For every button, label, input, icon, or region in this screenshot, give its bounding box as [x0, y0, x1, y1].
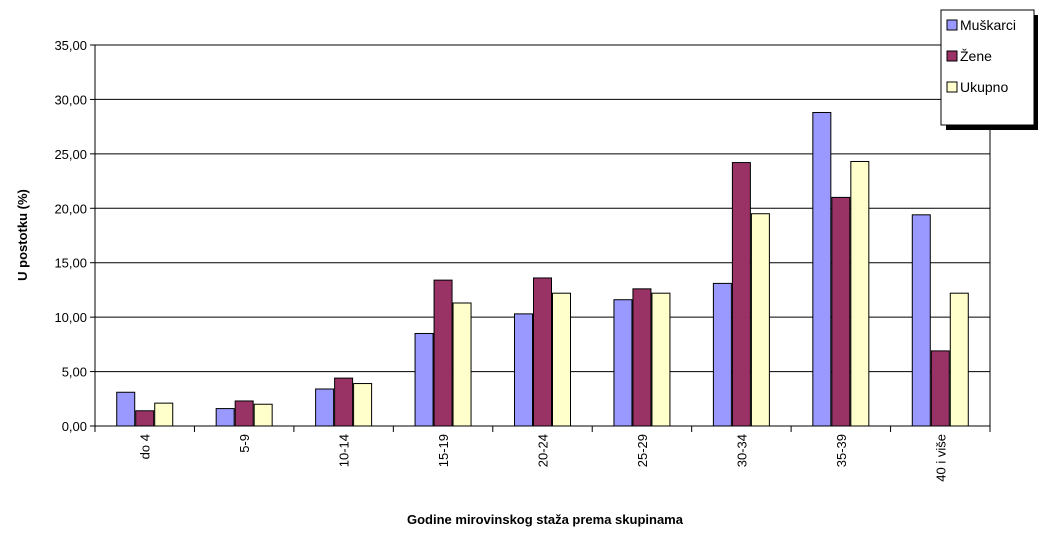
x-tick-label: 20-24: [536, 434, 551, 467]
y-tick-label: 20,00: [54, 201, 87, 216]
x-tick-label: 30-34: [734, 434, 749, 467]
y-tick-label: 25,00: [54, 147, 87, 162]
bar-2-0: [154, 402, 174, 427]
legend-label-0: Muškarci: [960, 17, 1016, 33]
bar-1-4: [533, 277, 552, 427]
legend-swatch-2: [946, 81, 958, 93]
legend-swatch-1: [946, 50, 958, 62]
y-tick-label: 10,00: [54, 310, 87, 325]
y-tick-labels: 0,00 5,00 10,00 15,00 20,00 25,00 30,00 35,00: [54, 38, 87, 434]
y-tick-label: 0,00: [62, 419, 87, 434]
x-tick-label: 25-29: [635, 434, 650, 467]
bar-1-3: [433, 279, 453, 427]
bar-1-8: [930, 350, 950, 427]
legend-swatch-0: [946, 19, 958, 31]
bar-1-5: [632, 288, 652, 427]
y-axis-title: U postotku (%): [15, 189, 30, 281]
x-tick-label: 35-39: [834, 434, 849, 467]
x-tick-label: 10-14: [337, 434, 352, 467]
bar-0-5: [613, 299, 633, 427]
y-tick-label: 15,00: [54, 256, 87, 271]
bar-2-3: [452, 302, 472, 427]
bar-2-6: [750, 213, 770, 427]
bar-0-7: [812, 111, 832, 427]
bar-0-6: [712, 282, 732, 427]
bar-1-2: [334, 377, 354, 427]
bar-2-2: [353, 383, 373, 427]
bar-2-8: [949, 292, 969, 427]
bar-2-4: [552, 292, 571, 427]
bar-0-4: [514, 313, 533, 427]
y-tick-label: 5,00: [62, 365, 87, 380]
y-tick-label: 35,00: [54, 38, 87, 53]
bar-2-5: [651, 292, 671, 427]
legend: Muškarci Žene Ukupno: [940, 9, 1038, 130]
bar-1-0: [135, 410, 155, 427]
bar-0-8: [911, 214, 931, 427]
y-tick-label: 30,00: [54, 92, 87, 107]
bar-2-7: [850, 160, 870, 427]
legend-label-1: Žene: [960, 48, 992, 64]
bar-0-0: [116, 391, 136, 427]
bar-1-6: [731, 162, 751, 427]
x-tick-label: 15-19: [436, 434, 451, 467]
x-tick-label: 5-9: [237, 434, 252, 453]
legend-label-2: Ukupno: [960, 79, 1008, 95]
bar-0-1: [215, 408, 235, 427]
x-tick-label: do 4: [138, 434, 153, 459]
bar-1-1: [234, 400, 254, 427]
x-axis-title: Godine mirovinskog staža prema skupinama: [407, 512, 684, 527]
bar-1-7: [831, 196, 851, 427]
bars: [116, 111, 969, 427]
bar-2-1: [253, 403, 273, 427]
bar-0-2: [315, 388, 335, 427]
x-tick-labels: do 4 5-9 10-14 15-19 20-24 25-29 30-34 35-39 40 …: [138, 434, 949, 482]
x-tick-label: 40 i više: [933, 434, 948, 482]
bar-0-3: [414, 332, 434, 427]
